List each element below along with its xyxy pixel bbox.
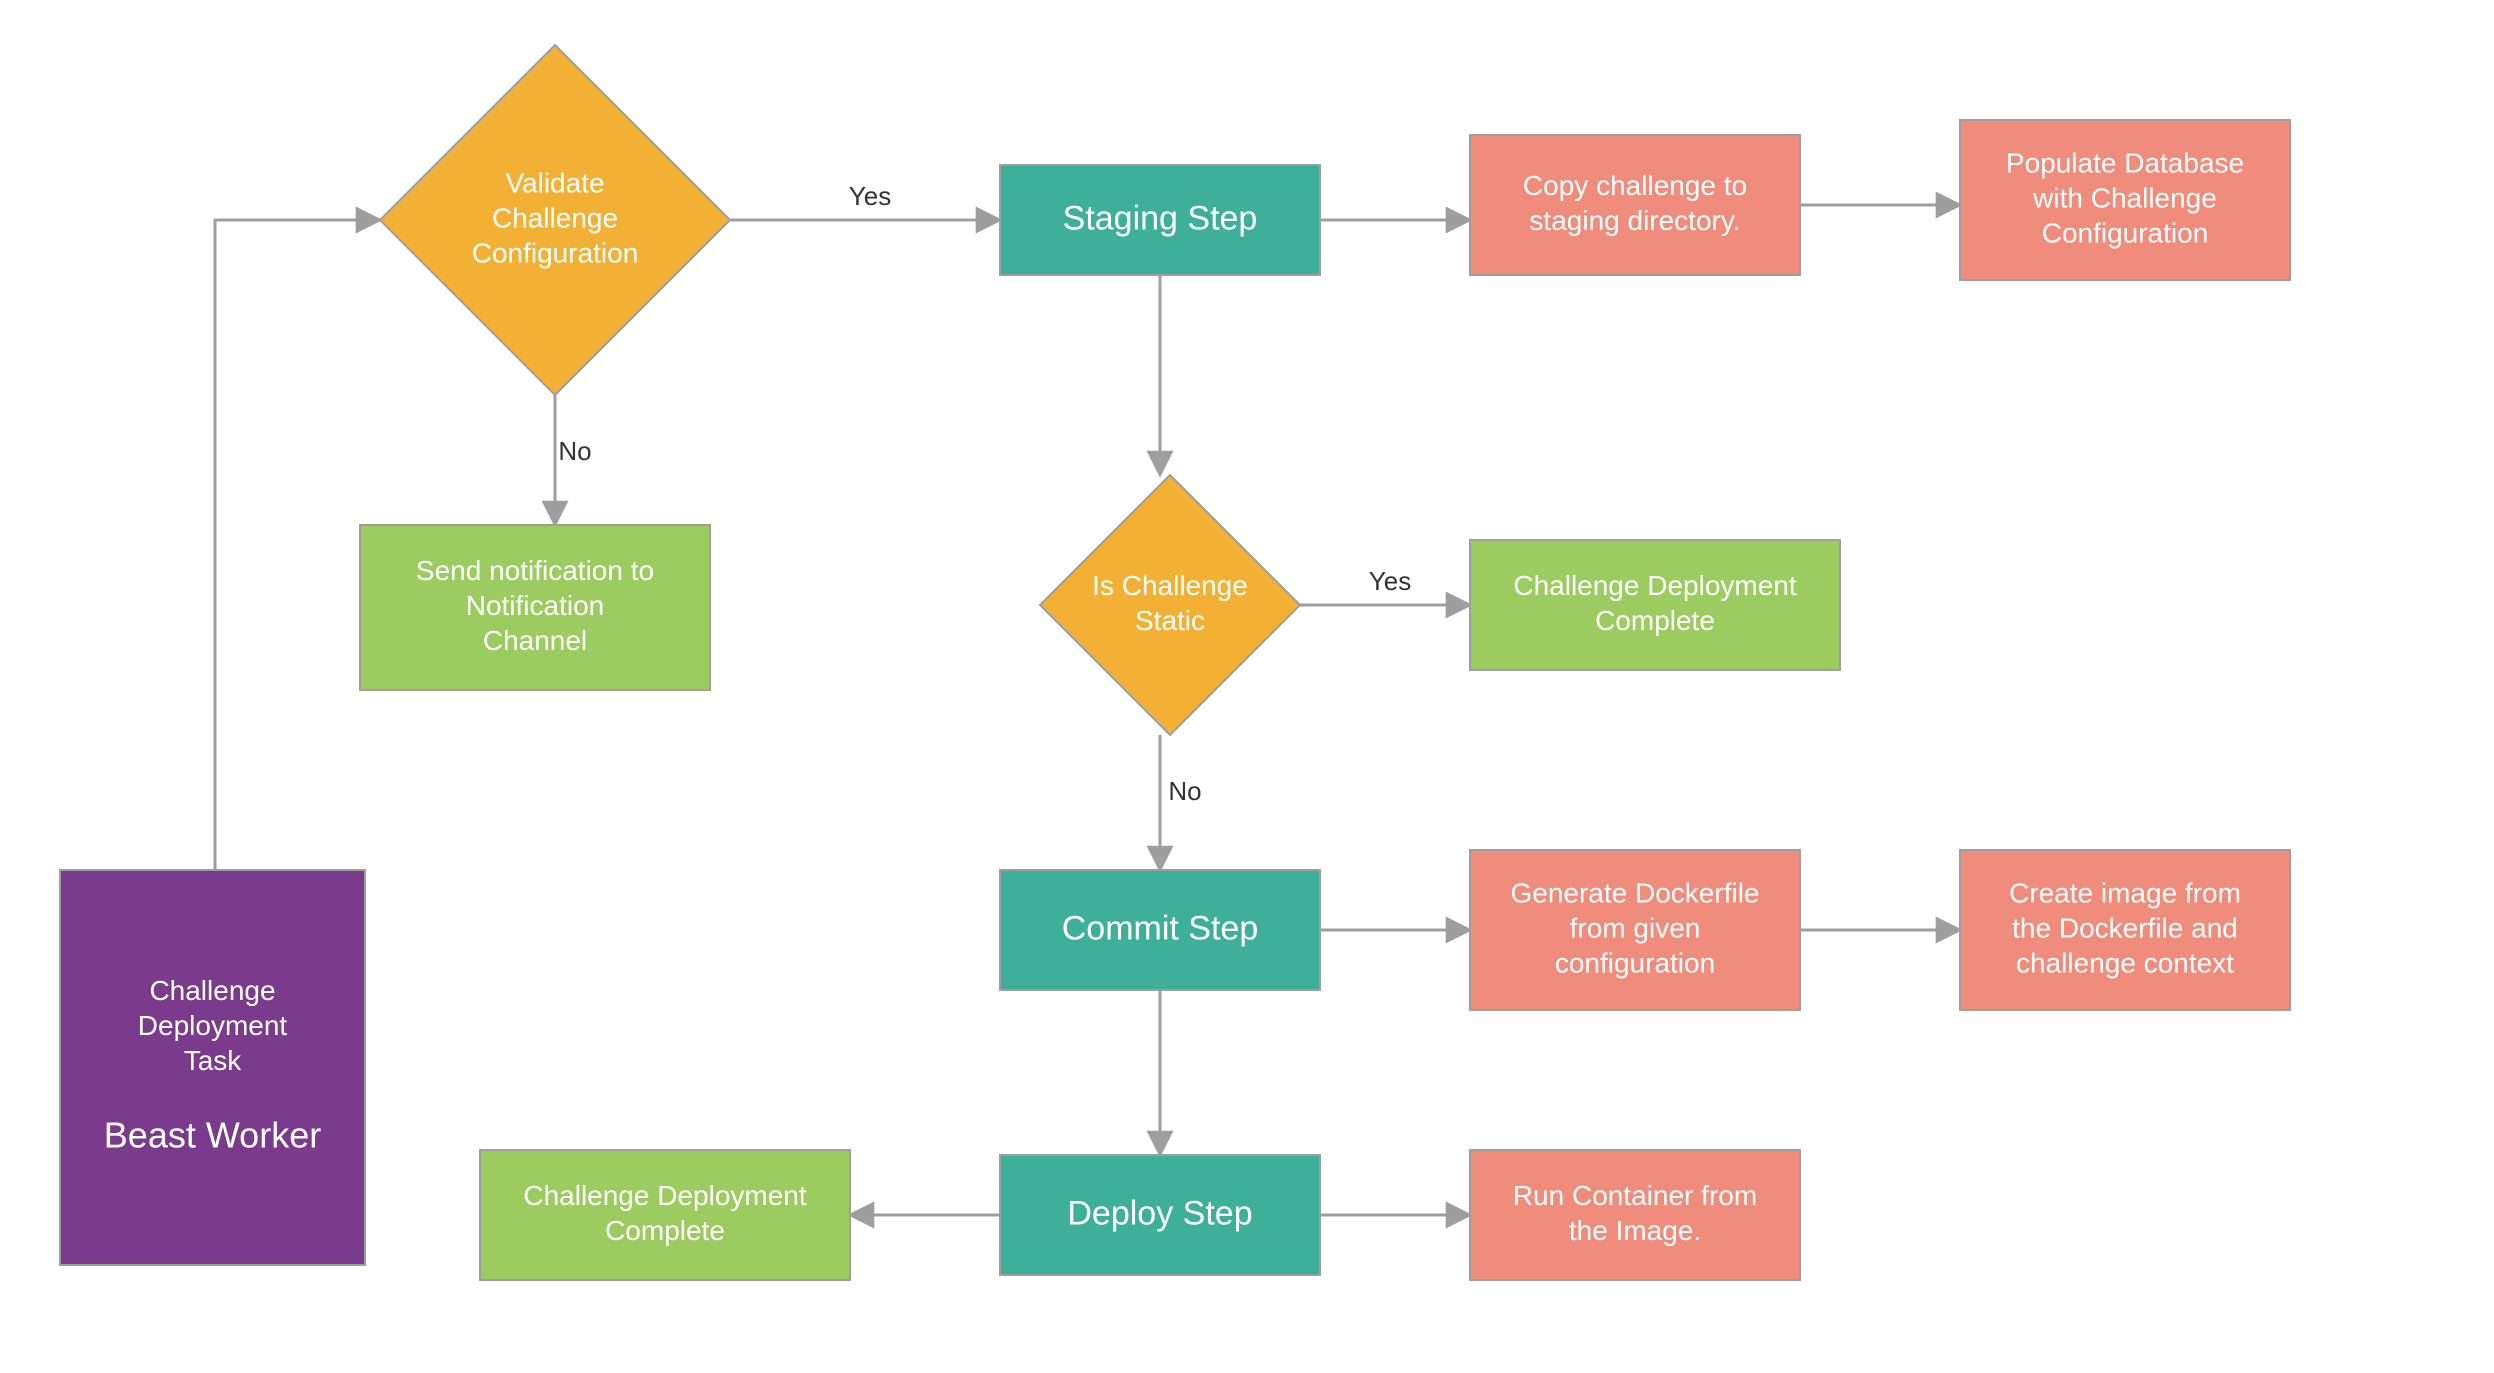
node-copy_challenge: Copy challenge to staging directory. — [1470, 135, 1800, 275]
node-complete_left-label-line-1: Complete — [605, 1215, 725, 1246]
node-is_static-label-line-1: Static — [1135, 605, 1205, 636]
node-create_image-label-line-1: the Dockerfile and — [2012, 913, 2238, 944]
node-populate_db: Populate Database with Challenge Configura… — [1960, 120, 2290, 280]
node-copy_challenge-label-line-1: staging directory. — [1529, 205, 1740, 236]
node-commit-label-line-0: Commit Step — [1062, 909, 1259, 947]
node-staging-label-line-0: Staging Step — [1063, 199, 1258, 237]
node-complete_right-label-line-1: Complete — [1595, 605, 1715, 636]
node-is_static: Is Challenge Static — [1040, 475, 1300, 735]
node-send_notification-label-line-0: Send notification to — [416, 555, 654, 586]
node-populate_db-label-line-2: Configuration — [2042, 218, 2209, 249]
node-copy_challenge-label-line-0: Copy challenge to — [1523, 170, 1747, 201]
node-run_container: Run Container from the Image. — [1470, 1150, 1800, 1280]
flowchart-canvas: Yes No Yes No Challenge Deployment Task Beast W… — [0, 0, 2494, 1373]
node-send_notification-label-line-1: Notification — [466, 590, 605, 621]
node-create_image: Create image from the Dockerfile and chall… — [1960, 850, 2290, 1010]
node-validate-label-line-2: Configuration — [472, 238, 639, 269]
node-gen_dockerfile-label-line-0: Generate Dockerfile — [1510, 878, 1759, 909]
node-populate_db-label-line-1: with Challenge — [2032, 183, 2217, 214]
node-gen_dockerfile: Generate Dockerfile from given configurati… — [1470, 850, 1800, 1010]
node-gen_dockerfile-label-line-1: from given — [1570, 913, 1701, 944]
node-beast_worker: Challenge Deployment Task Beast Worker — [60, 870, 365, 1265]
node-complete_right: Challenge Deployment Complete — [1470, 540, 1840, 670]
node-commit: Commit Step — [1000, 870, 1320, 990]
node-staging: Staging Step — [1000, 165, 1320, 275]
edges-layer: Yes No Yes No — [215, 181, 1960, 1215]
node-complete_left: Challenge Deployment Complete — [480, 1150, 850, 1280]
node-beast_worker-label-line-2: Task — [184, 1045, 243, 1076]
node-deploy: Deploy Step — [1000, 1155, 1320, 1275]
node-gen_dockerfile-label-line-2: configuration — [1555, 948, 1715, 979]
node-send_notification-label-line-2: Channel — [483, 625, 587, 656]
node-is_static-label-line-0: Is Challenge — [1092, 570, 1248, 601]
edge-label-validate-send_notification: No — [558, 436, 591, 466]
node-populate_db-label-line-0: Populate Database — [2006, 148, 2244, 179]
edge-label-is_static-complete_right: Yes — [1369, 566, 1411, 596]
edge-label-validate-staging: Yes — [849, 181, 891, 211]
edge-beast_worker-validate — [215, 220, 380, 870]
node-validate-label-line-1: Challenge — [492, 203, 618, 234]
node-validate: Validate Challenge Configuration — [380, 45, 730, 395]
node-beast_worker-label-line-1: Deployment — [138, 1010, 288, 1041]
node-run_container-label-line-1: the Image. — [1569, 1215, 1701, 1246]
edge-label-is_static-commit: No — [1168, 776, 1201, 806]
nodes-layer: Challenge Deployment Task Beast Worker Valid… — [60, 45, 2290, 1280]
node-validate-label-line-0: Validate — [505, 168, 604, 199]
node-complete_left-label-line-0: Challenge Deployment — [523, 1180, 807, 1211]
node-send_notification: Send notification to Notification Channel — [360, 525, 710, 690]
node-beast_worker-label-line-4: Beast Worker — [104, 1114, 321, 1155]
node-beast_worker-label-line-0: Challenge — [149, 975, 275, 1006]
node-create_image-label-line-2: challenge context — [2016, 948, 2234, 979]
node-complete_right-label-line-0: Challenge Deployment — [1513, 570, 1797, 601]
node-run_container-label-line-0: Run Container from — [1513, 1180, 1757, 1211]
node-create_image-label-line-0: Create image from — [2009, 878, 2241, 909]
node-deploy-label-line-0: Deploy Step — [1067, 1194, 1252, 1232]
